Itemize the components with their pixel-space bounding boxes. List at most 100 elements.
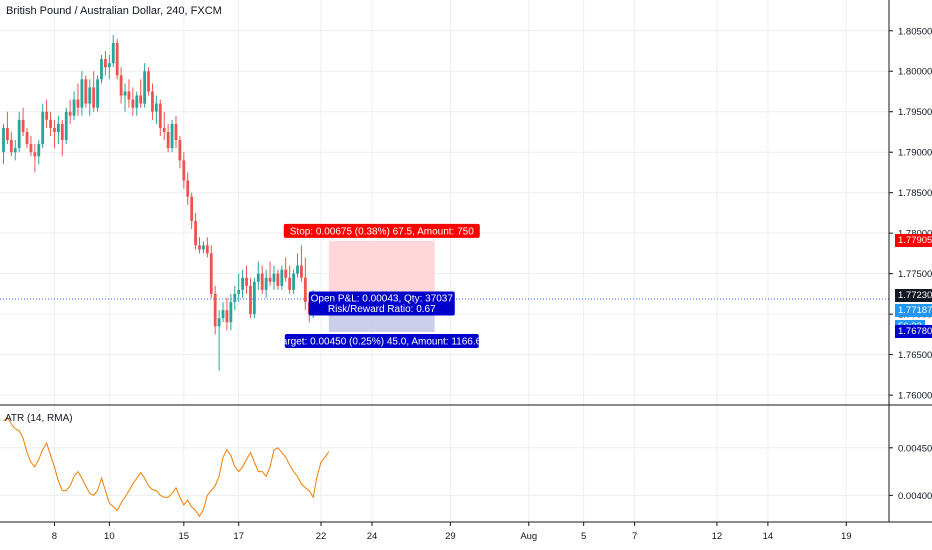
time-tick-label: 10	[104, 531, 115, 542]
price-tick-label: 1.80500	[898, 26, 932, 37]
stop-label-text: Stop: 0.00675 (0.38%) 67.5, Amount: 750	[290, 226, 474, 237]
price-tick-label: 1.78500	[898, 188, 932, 199]
candle-body	[249, 285, 252, 315]
candle-body	[131, 99, 135, 108]
time-tick-label: 7	[632, 531, 637, 542]
time-tick-label: 19	[841, 531, 852, 542]
candle-body	[202, 245, 205, 250]
candle-body	[151, 91, 154, 112]
time-tick-label: 12	[712, 531, 723, 542]
candle-body	[135, 95, 139, 108]
candle-body	[33, 152, 37, 157]
candle-body	[303, 277, 307, 302]
candle-body	[9, 140, 13, 153]
candle-body	[284, 269, 288, 278]
candle-body	[96, 79, 99, 108]
candle-body	[217, 318, 221, 327]
time-tick-label: 15	[179, 531, 190, 542]
candle-body	[252, 281, 256, 315]
price-tick-label: 1.77500	[898, 269, 932, 280]
candle-body	[272, 273, 276, 282]
candle-body	[166, 131, 170, 149]
candle-body	[49, 119, 52, 128]
open-pnl-box	[308, 291, 455, 316]
candle-body	[92, 87, 96, 108]
candle-body	[25, 131, 29, 145]
target-label-text: Target: 0.00450 (0.25%) 45.0, Amount: 11…	[277, 336, 487, 347]
candle-body	[115, 42, 119, 76]
atr-tick-label: 0.00400	[898, 491, 932, 502]
candle-body	[256, 273, 260, 282]
candle-body	[158, 103, 162, 128]
position-tool[interactable]	[0, 240, 889, 332]
candle-body	[37, 144, 41, 157]
candle-body	[64, 111, 68, 141]
candle-body	[53, 127, 56, 132]
candle-body	[154, 103, 158, 112]
risk-reward-text: Risk/Reward Ratio: 0.67	[328, 304, 436, 315]
time-tick-label: 29	[445, 531, 456, 542]
candle-body	[88, 87, 92, 104]
price-tick-label: 1.76000	[898, 391, 932, 402]
candle-body	[143, 71, 147, 104]
open-pnl-text: Open P&L: 0.00043, Qty: 37037	[311, 294, 454, 305]
axis-tag-entry: 1.77230	[895, 289, 932, 302]
price-tick-label: 1.76500	[898, 350, 932, 361]
atr-pane	[0, 404, 932, 518]
candle-body	[194, 221, 197, 246]
candle-body	[174, 123, 178, 141]
candle-body	[29, 144, 33, 153]
time-tick-label: 14	[763, 531, 774, 542]
candle-body	[56, 123, 60, 132]
candle-body	[127, 91, 131, 100]
atr-title: ATR (14, RMA)	[5, 413, 73, 424]
candle-body	[296, 265, 299, 274]
candle-body	[209, 253, 213, 294]
candle-body	[190, 196, 194, 222]
candle-body	[76, 99, 80, 108]
price-tick-label: 1.78000	[898, 229, 932, 240]
stop-zone	[328, 240, 435, 296]
candle-body	[13, 148, 17, 153]
price-tick-label: 1.79500	[898, 107, 932, 118]
candle-body	[213, 293, 217, 327]
time-tick-label: Aug	[520, 531, 537, 542]
axis-tag-target: 1.76780	[895, 325, 932, 339]
candle-body	[229, 301, 233, 323]
candle-body	[276, 273, 280, 286]
time-tick-label: 22	[316, 531, 327, 542]
candle-body	[119, 75, 123, 96]
time-tick-label: 17	[233, 531, 244, 542]
candle-body	[292, 273, 295, 290]
time-tick-label: 5	[581, 531, 586, 542]
candle-body	[123, 91, 127, 96]
candle-body	[245, 277, 248, 286]
candle-body	[139, 95, 143, 104]
price-tick-label: 1.79000	[898, 148, 932, 159]
candle-body	[280, 269, 284, 286]
candle-body	[147, 71, 150, 92]
candle-body	[45, 111, 49, 120]
candle-body	[300, 265, 303, 278]
candlestick-series	[2, 34, 315, 371]
candle-body	[162, 127, 166, 132]
candle-body	[170, 123, 174, 149]
candle-body	[268, 277, 272, 282]
atr-tick-label: 0.00450	[898, 443, 932, 454]
axis-tag-stop: 1.77905	[895, 234, 932, 248]
stop-label-box	[283, 223, 480, 238]
candle-body	[225, 310, 229, 323]
position-labels: Stop: 0.00675 (0.38%) 67.5, Amount: 750 T…	[277, 223, 487, 348]
time-tick-label: 8	[52, 531, 57, 542]
candle-body	[2, 127, 5, 153]
candle-body	[237, 289, 241, 294]
candle-body	[84, 79, 88, 104]
candle-body	[21, 119, 25, 132]
candle-body	[241, 277, 245, 290]
candle-body	[182, 160, 186, 181]
candle-body	[205, 245, 209, 254]
candle-body	[6, 127, 9, 141]
candle-body	[100, 59, 103, 80]
